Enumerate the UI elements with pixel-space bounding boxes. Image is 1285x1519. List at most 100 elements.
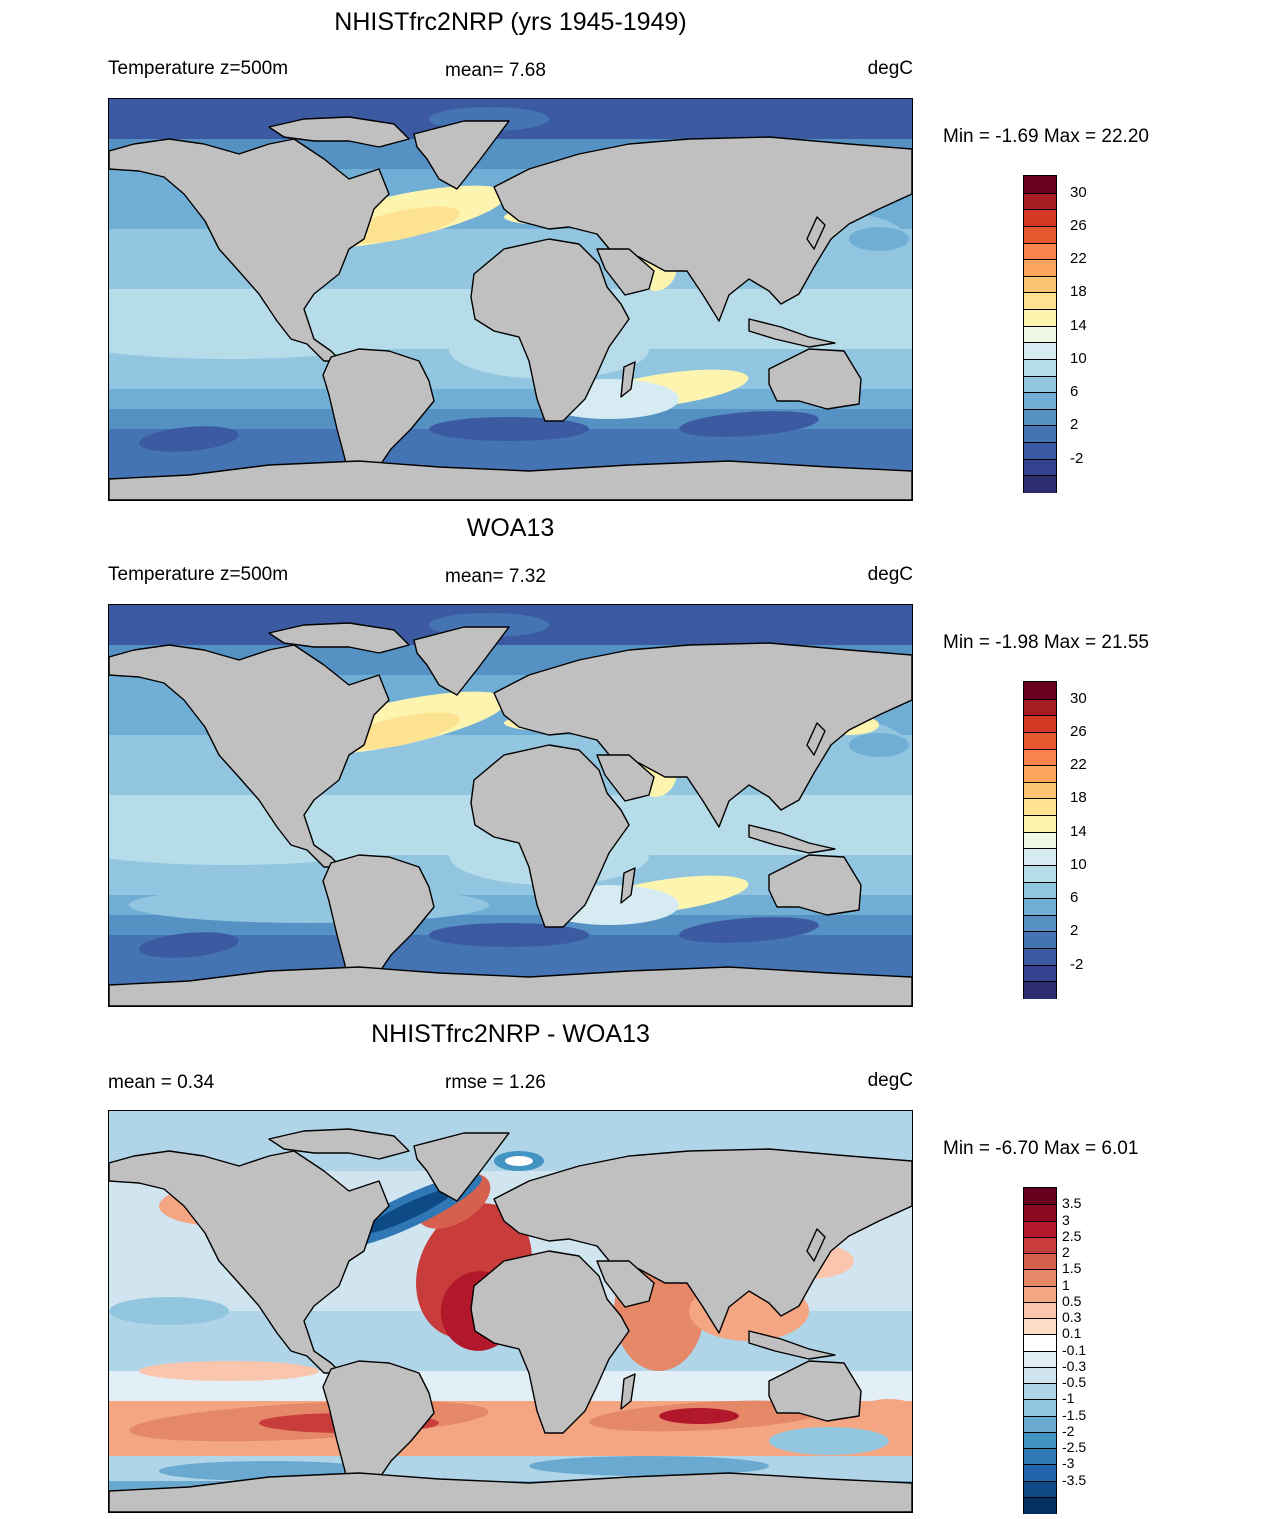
colorbar-tick-label: -2: [1070, 449, 1084, 467]
colorbar-tick-label: 22: [1070, 756, 1087, 774]
colorbar-swatch: [1024, 1334, 1056, 1352]
colorbar-swatch: [1024, 781, 1056, 800]
colorbar-tick-label: 2: [1070, 416, 1079, 434]
land-africa: [470, 744, 630, 928]
colorbar-swatch: [1024, 259, 1056, 277]
colorbar-swatch: [1024, 209, 1056, 227]
land-north-america: [109, 644, 390, 868]
field-contour: [859, 1399, 912, 1423]
colorbar-tick-label: 6: [1070, 889, 1079, 907]
colorbar: [1023, 681, 1057, 999]
colorbar-tick-label: 6: [1070, 383, 1079, 401]
colorbar-swatch: [1024, 1204, 1056, 1222]
colorbar-tick-label: -2: [1070, 955, 1084, 973]
land-south-america: [322, 854, 435, 1004]
colorbar-tick-label: 14: [1070, 316, 1087, 334]
colorbar-swatch: [1024, 192, 1056, 211]
field-contour: [429, 923, 589, 947]
colorbar-tick-label: -0.3: [1062, 1357, 1087, 1374]
land-layer: [109, 1128, 912, 1512]
colorbar-swatch: [1024, 798, 1056, 817]
field-contour: [505, 1156, 533, 1166]
minmax-label: Min = -1.98 Max = 21.55: [943, 632, 1149, 653]
land-indonesia: [748, 824, 836, 854]
colorbar-swatch: [1024, 931, 1056, 950]
field-contour: [342, 712, 460, 750]
map-difference: [108, 1110, 913, 1513]
land-eurasia: [493, 642, 912, 828]
land-madagascar: [620, 1373, 636, 1410]
colorbar-tick-label: 2.5: [1062, 1227, 1082, 1244]
colorbar-tick-label: -3: [1062, 1455, 1075, 1472]
colorbar-swatch: [1024, 848, 1056, 866]
colorbar-swatch: [1024, 176, 1056, 194]
land-indonesia: [748, 318, 836, 348]
colorbar-swatch: [1024, 715, 1056, 733]
colorbar-tick-label: 0.1: [1062, 1325, 1082, 1342]
land-south-america: [322, 1360, 435, 1510]
land-north-america: [109, 138, 390, 362]
colorbar-swatch: [1024, 1220, 1056, 1238]
land-japan: [806, 722, 826, 756]
colorbar-swatch: [1024, 864, 1056, 883]
land-eurasia: [493, 136, 912, 322]
colorbar-tick-label: 1: [1062, 1276, 1070, 1293]
colorbar-tick-label: 10: [1070, 855, 1087, 873]
colorbar-swatch: [1024, 225, 1056, 244]
field-contour: [139, 426, 239, 452]
field-label: Temperature z=500m: [108, 564, 289, 585]
colorbar-swatch: [1024, 1415, 1056, 1433]
land-japan: [806, 1228, 826, 1262]
mean-label: mean= 7.32: [445, 566, 546, 587]
land-canadian-archipelago: [268, 1128, 410, 1160]
colorbar-swatch: [1024, 1318, 1056, 1336]
land-madagascar: [620, 361, 636, 398]
colorbar-swatch: [1024, 881, 1056, 900]
colorbar-tick-label: 26: [1070, 722, 1087, 740]
colorbar-tick-label: -2: [1062, 1422, 1075, 1439]
land-australia: [768, 1360, 862, 1422]
colorbar-tick-label: 30: [1070, 183, 1087, 201]
colorbar-swatch: [1024, 948, 1056, 966]
colorbar-swatch: [1024, 342, 1056, 360]
colorbar-tick-label: -2.5: [1062, 1439, 1087, 1455]
map-obs: [108, 604, 913, 1007]
colorbar-tick-label: -0.1: [1062, 1341, 1087, 1358]
land-canadian-archipelago: [268, 622, 410, 654]
colorbar-swatch: [1024, 1448, 1056, 1466]
colorbar-tick-label: 10: [1070, 349, 1087, 367]
field-contour: [529, 1456, 769, 1476]
colorbar-tick-label: -1: [1062, 1390, 1075, 1407]
colorbar-swatch: [1024, 1431, 1056, 1449]
colorbar-swatch: [1024, 275, 1056, 294]
land-arabia: [596, 1260, 655, 1308]
colorbar-swatch: [1024, 748, 1056, 767]
land-indonesia: [748, 1330, 836, 1360]
units-label: degC: [867, 564, 913, 585]
colorbar-tick-label: 26: [1070, 216, 1087, 234]
colorbar-swatch: [1024, 981, 1056, 999]
colorbar-tick-label: 3: [1062, 1211, 1070, 1228]
field-contour: [109, 309, 409, 359]
colorbar-swatch: [1024, 325, 1056, 344]
land-antarctica: [109, 460, 912, 500]
land-south-america: [322, 348, 435, 498]
colorbar-swatch: [1024, 1383, 1056, 1401]
colorbar-swatch: [1024, 1350, 1056, 1368]
field-contour: [363, 1188, 455, 1234]
land-arabia: [596, 754, 655, 802]
colorbar-tick-label: 0.5: [1062, 1292, 1082, 1309]
colorbar-swatch: [1024, 731, 1056, 750]
field-contour: [139, 932, 239, 958]
colorbar-swatch: [1024, 392, 1056, 410]
field-contour: [849, 227, 909, 251]
field-contour: [139, 1361, 319, 1381]
land-arabia: [596, 248, 655, 296]
colorbar-tick-label: 30: [1070, 689, 1087, 707]
colorbar-swatch: [1024, 1399, 1056, 1417]
land-greenland: [413, 120, 510, 190]
land-north-america: [109, 1150, 390, 1374]
land-africa: [470, 238, 630, 422]
land-layer: [109, 116, 912, 500]
colorbar: [1023, 1187, 1057, 1514]
